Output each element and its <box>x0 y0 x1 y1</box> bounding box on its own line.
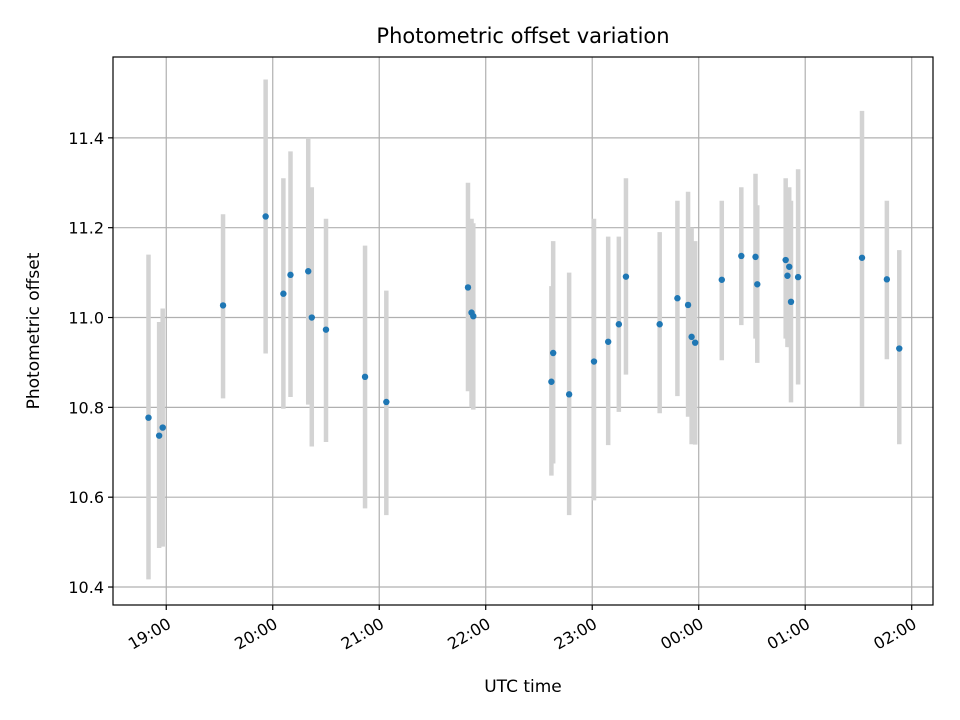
data-point <box>896 345 903 352</box>
data-point <box>752 253 759 261</box>
data-point <box>280 290 287 297</box>
data-point <box>287 271 294 279</box>
data-point <box>622 273 630 280</box>
data-point <box>308 314 315 321</box>
data-point <box>590 358 598 365</box>
data-point <box>155 432 163 439</box>
data-point <box>784 272 791 279</box>
data-point <box>691 339 699 346</box>
data-point <box>858 254 866 261</box>
x-axis-label: UTC time <box>484 677 562 697</box>
data-point <box>361 373 369 381</box>
data-point <box>787 298 795 306</box>
data-point <box>718 276 725 283</box>
chart-title: Photometric offset variation <box>376 24 669 48</box>
data-point <box>464 284 472 291</box>
data-point <box>604 338 612 345</box>
data-point <box>786 263 793 270</box>
data-points <box>145 213 903 439</box>
data-point <box>674 295 681 302</box>
data-point <box>615 321 623 328</box>
y-tick-label: 10.8 <box>68 398 104 417</box>
data-point <box>684 301 692 309</box>
data-point <box>794 273 802 281</box>
y-axis-ticks: 10.4 10.6 10.8 11.0 11.2 11.4 <box>68 129 113 597</box>
data-point <box>470 312 477 320</box>
data-point <box>548 378 555 385</box>
data-point <box>305 268 312 275</box>
data-point <box>656 321 663 328</box>
data-point <box>883 276 891 283</box>
y-tick-label: 11.2 <box>68 219 104 238</box>
data-point <box>549 349 557 357</box>
data-point <box>145 414 152 421</box>
y-axis-label: Photometric offset <box>24 252 44 409</box>
data-point <box>688 333 695 341</box>
plot-frame <box>112 56 934 606</box>
data-point <box>262 213 269 220</box>
y-tick-label: 11.4 <box>68 129 104 148</box>
data-point <box>219 302 227 309</box>
data-point <box>754 281 761 288</box>
y-tick-label: 10.4 <box>68 578 104 597</box>
data-point <box>322 326 330 333</box>
data-point <box>383 398 390 406</box>
data-point <box>782 256 789 264</box>
data-point <box>565 391 573 398</box>
y-tick-label: 10.6 <box>68 488 104 507</box>
data-point <box>159 424 166 431</box>
data-point <box>738 252 745 260</box>
y-tick-label: 11.0 <box>68 309 104 328</box>
